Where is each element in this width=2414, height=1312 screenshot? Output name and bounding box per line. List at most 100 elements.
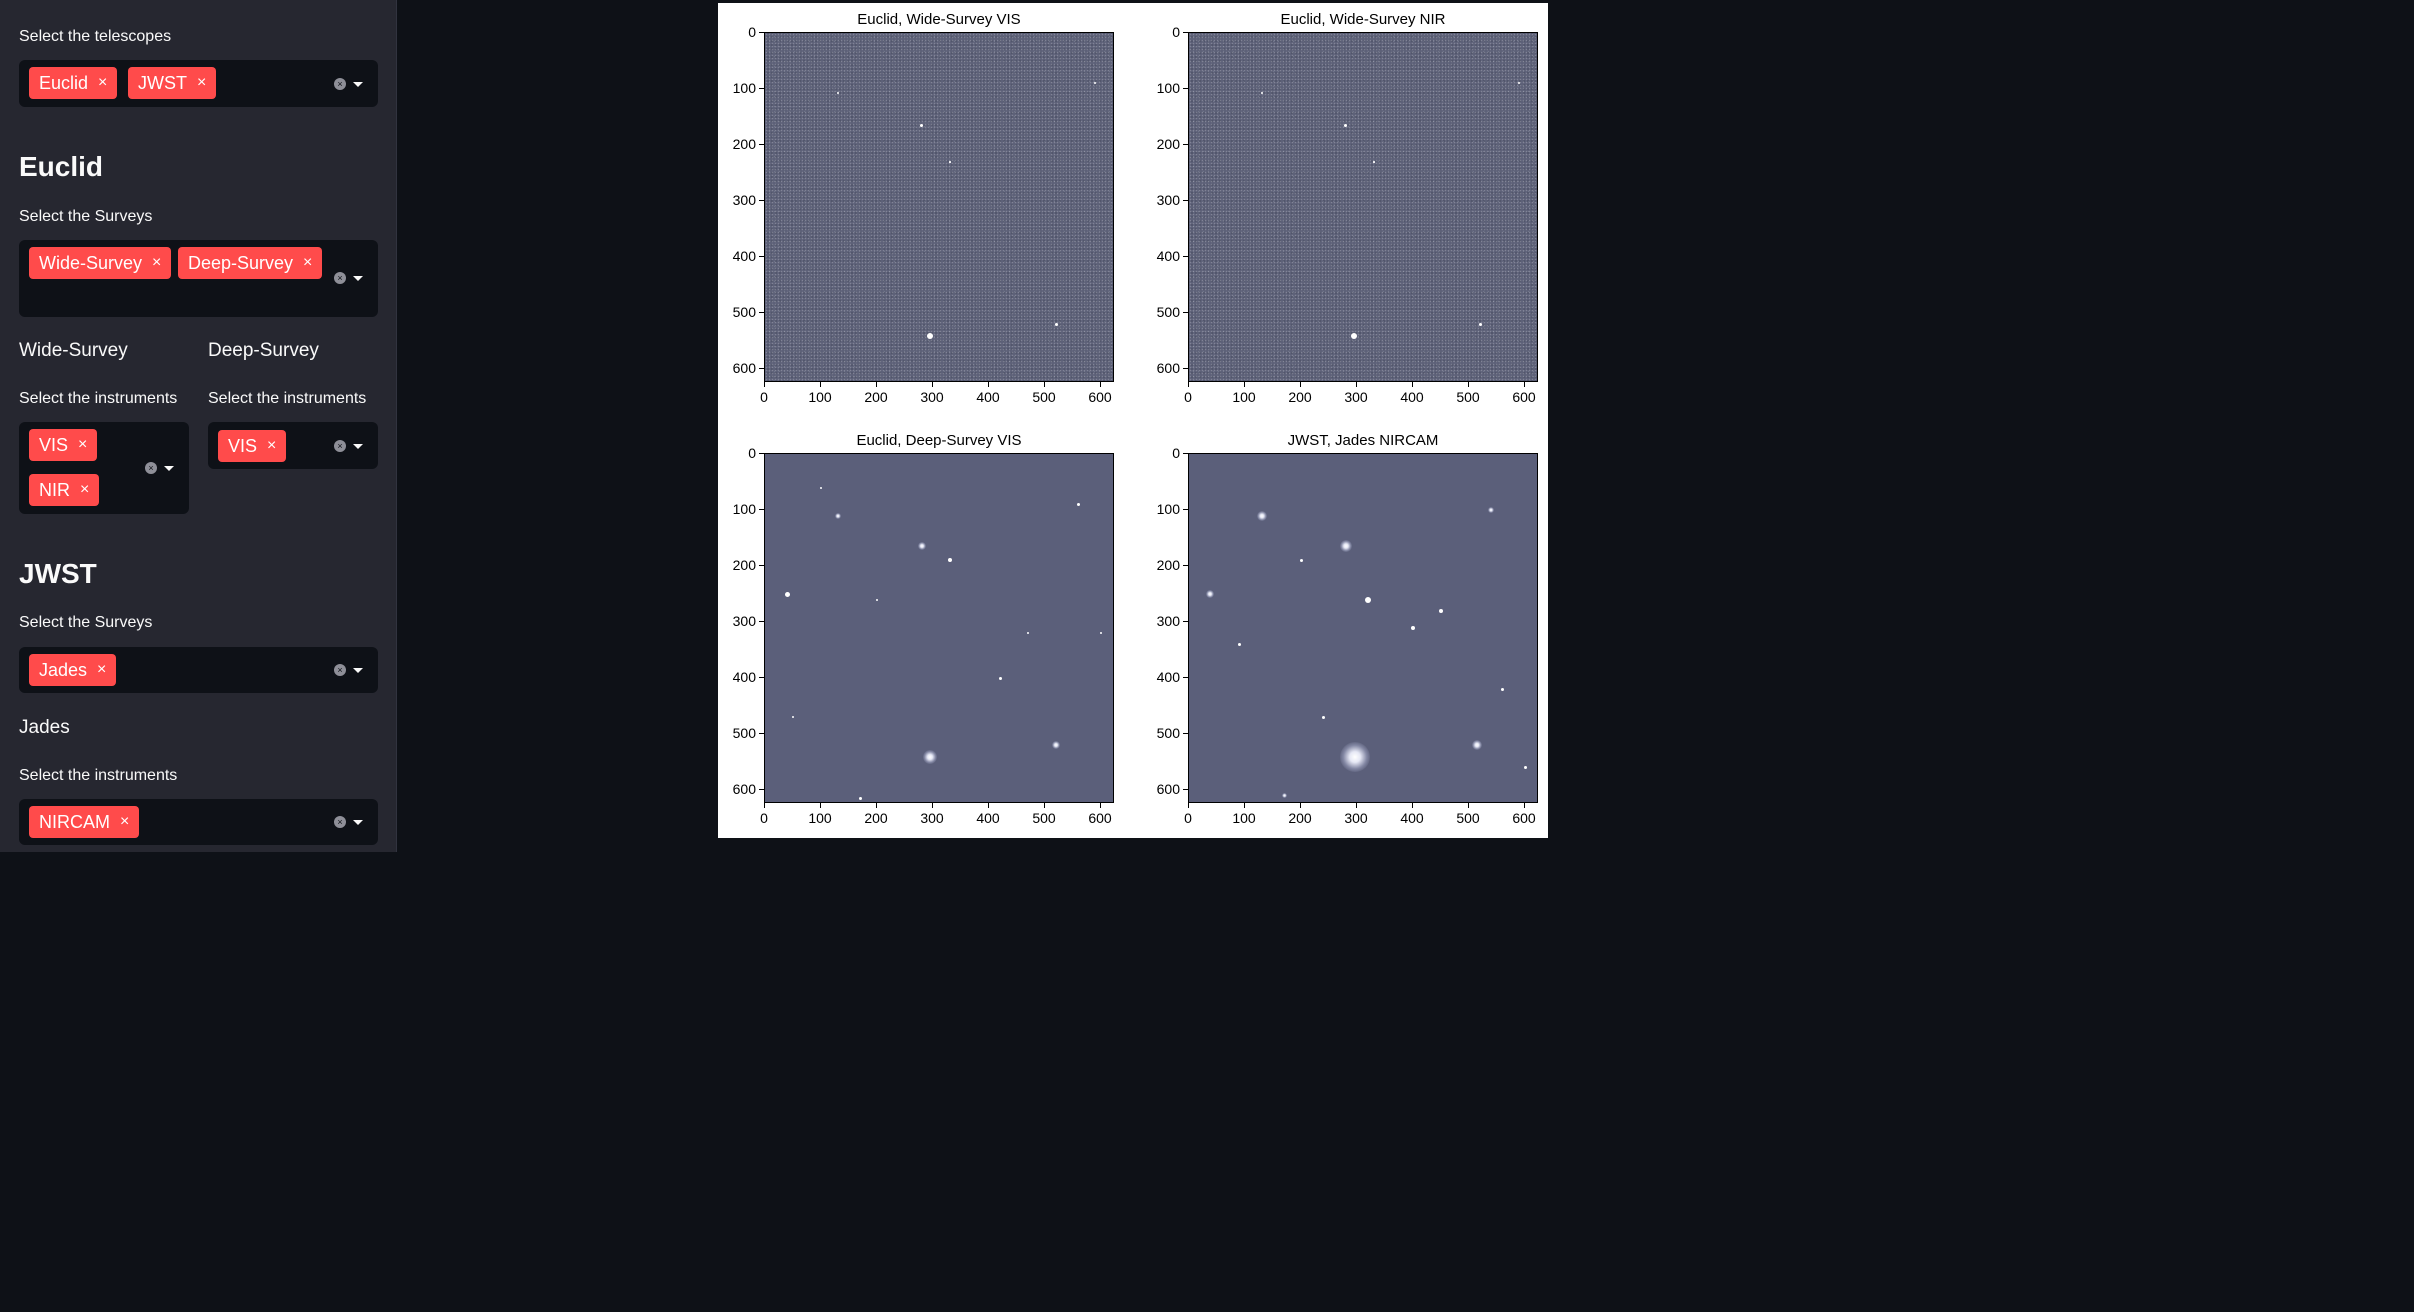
tag-label: Jades bbox=[39, 660, 88, 680]
euclid-surveys-multiselect[interactable]: Wide-Survey × Deep-Survey × × bbox=[19, 240, 378, 317]
x-tick bbox=[1356, 382, 1357, 387]
remove-jwst-icon[interactable]: × bbox=[197, 74, 207, 91]
y-tick-label: 600 bbox=[732, 781, 756, 797]
source-blob bbox=[1411, 625, 1415, 630]
tag-label: Wide-Survey bbox=[39, 253, 143, 273]
y-tick-label: 400 bbox=[1156, 248, 1180, 264]
x-tick-label: 400 bbox=[1400, 389, 1424, 405]
y-tick bbox=[759, 565, 764, 566]
remove-euclid-icon[interactable]: × bbox=[98, 74, 108, 91]
x-tick-label: 500 bbox=[1032, 389, 1056, 405]
x-tick bbox=[876, 803, 877, 808]
y-tick bbox=[1183, 789, 1188, 790]
remove-vis-icon[interactable]: × bbox=[78, 436, 88, 453]
chevron-down-icon[interactable] bbox=[353, 444, 363, 449]
remove-wide-survey-icon[interactable]: × bbox=[152, 254, 162, 271]
x-tick-label: 500 bbox=[1032, 810, 1056, 826]
x-tick-label: 600 bbox=[1512, 810, 1536, 826]
clear-circle-icon[interactable]: × bbox=[334, 664, 346, 676]
remove-nircam-icon[interactable]: × bbox=[120, 813, 130, 830]
tag-label: NIRCAM bbox=[39, 812, 110, 832]
panel-title: Euclid, Deep-Survey VIS bbox=[856, 432, 1022, 449]
chevron-down-icon[interactable] bbox=[353, 668, 363, 673]
chevron-down-icon[interactable] bbox=[164, 466, 174, 471]
x-tick-label: 200 bbox=[864, 389, 888, 405]
jwst-surveys-multiselect[interactable]: Jades × × bbox=[19, 647, 378, 693]
y-tick bbox=[759, 789, 764, 790]
y-tick-label: 400 bbox=[732, 248, 756, 264]
wide-instruments-multiselect[interactable]: VIS × NIR × × bbox=[19, 422, 189, 514]
x-tick bbox=[988, 803, 989, 808]
deep-instruments-label: Select the instruments bbox=[208, 390, 367, 407]
clear-circle-icon[interactable]: × bbox=[145, 462, 157, 474]
source-blob bbox=[1344, 123, 1348, 127]
source-blob bbox=[1488, 507, 1495, 513]
remove-deep-survey-icon[interactable]: × bbox=[303, 254, 313, 271]
x-tick-label: 0 bbox=[1184, 389, 1192, 405]
source-blob bbox=[1518, 82, 1521, 85]
source-blob bbox=[1260, 92, 1263, 95]
clear-circle-icon[interactable]: × bbox=[334, 78, 346, 90]
source-blob bbox=[820, 486, 822, 489]
y-tick-label: 400 bbox=[1156, 669, 1180, 685]
jwst-header: JWST bbox=[19, 558, 97, 589]
source-blob bbox=[1439, 608, 1443, 613]
chevron-down-icon[interactable] bbox=[353, 82, 363, 87]
y-tick-label: 300 bbox=[1156, 192, 1180, 208]
remove-nir-icon[interactable]: × bbox=[80, 481, 90, 498]
source-blob bbox=[1281, 793, 1287, 799]
x-tick bbox=[820, 803, 821, 808]
source-blob bbox=[920, 123, 924, 127]
x-tick bbox=[1468, 803, 1469, 808]
source-blob bbox=[949, 161, 951, 163]
clear-circle-icon[interactable]: × bbox=[334, 816, 346, 828]
telescopes-multiselect[interactable]: Euclid × JWST × × bbox=[19, 60, 378, 107]
y-tick-label: 500 bbox=[732, 304, 756, 320]
x-tick-label: 600 bbox=[1512, 389, 1536, 405]
x-tick bbox=[1356, 803, 1357, 808]
source-blob bbox=[1077, 502, 1081, 506]
image-panel bbox=[764, 32, 1114, 382]
x-tick-label: 0 bbox=[1184, 810, 1192, 826]
y-tick bbox=[759, 368, 764, 369]
y-tick bbox=[1183, 32, 1188, 33]
y-tick bbox=[759, 88, 764, 89]
wide-survey-header: Wide-Survey bbox=[19, 340, 128, 361]
remove-vis-icon[interactable]: × bbox=[267, 437, 277, 454]
x-tick bbox=[876, 382, 877, 387]
x-tick bbox=[1412, 382, 1413, 387]
tag-nir: NIR × bbox=[29, 474, 100, 506]
x-tick bbox=[1524, 382, 1525, 387]
y-tick-label: 200 bbox=[1156, 557, 1180, 573]
tag-label: Euclid bbox=[39, 73, 89, 93]
source-blob bbox=[926, 332, 933, 339]
x-tick bbox=[1188, 803, 1189, 808]
y-tick-label: 200 bbox=[732, 557, 756, 573]
source-blob bbox=[1027, 632, 1030, 635]
clear-circle-icon[interactable]: × bbox=[334, 440, 346, 452]
jades-header: Jades bbox=[19, 717, 70, 738]
y-tick bbox=[759, 256, 764, 257]
x-tick-label: 200 bbox=[1288, 810, 1312, 826]
y-tick bbox=[1183, 453, 1188, 454]
euclid-surveys-label: Select the Surveys bbox=[19, 208, 153, 225]
deep-survey-header: Deep-Survey bbox=[208, 340, 319, 361]
y-tick bbox=[759, 312, 764, 313]
y-tick bbox=[759, 509, 764, 510]
tag-deep-survey: Deep-Survey × bbox=[178, 247, 323, 279]
chevron-down-icon[interactable] bbox=[353, 276, 363, 281]
y-tick-label: 600 bbox=[1156, 781, 1180, 797]
source-blob bbox=[1339, 741, 1370, 772]
chevron-down-icon[interactable] bbox=[353, 820, 363, 825]
deep-instruments-multiselect[interactable]: VIS × × bbox=[208, 422, 378, 469]
remove-jades-icon[interactable]: × bbox=[97, 661, 107, 678]
source-blob bbox=[792, 716, 794, 719]
tag-euclid: Euclid × bbox=[29, 67, 118, 99]
x-tick-label: 100 bbox=[1232, 389, 1256, 405]
x-tick bbox=[1524, 803, 1525, 808]
source-blob bbox=[1094, 82, 1097, 85]
clear-circle-icon[interactable]: × bbox=[334, 272, 346, 284]
jades-instruments-multiselect[interactable]: NIRCAM × × bbox=[19, 799, 378, 845]
source-blob bbox=[1299, 558, 1303, 562]
x-tick-label: 500 bbox=[1456, 810, 1480, 826]
